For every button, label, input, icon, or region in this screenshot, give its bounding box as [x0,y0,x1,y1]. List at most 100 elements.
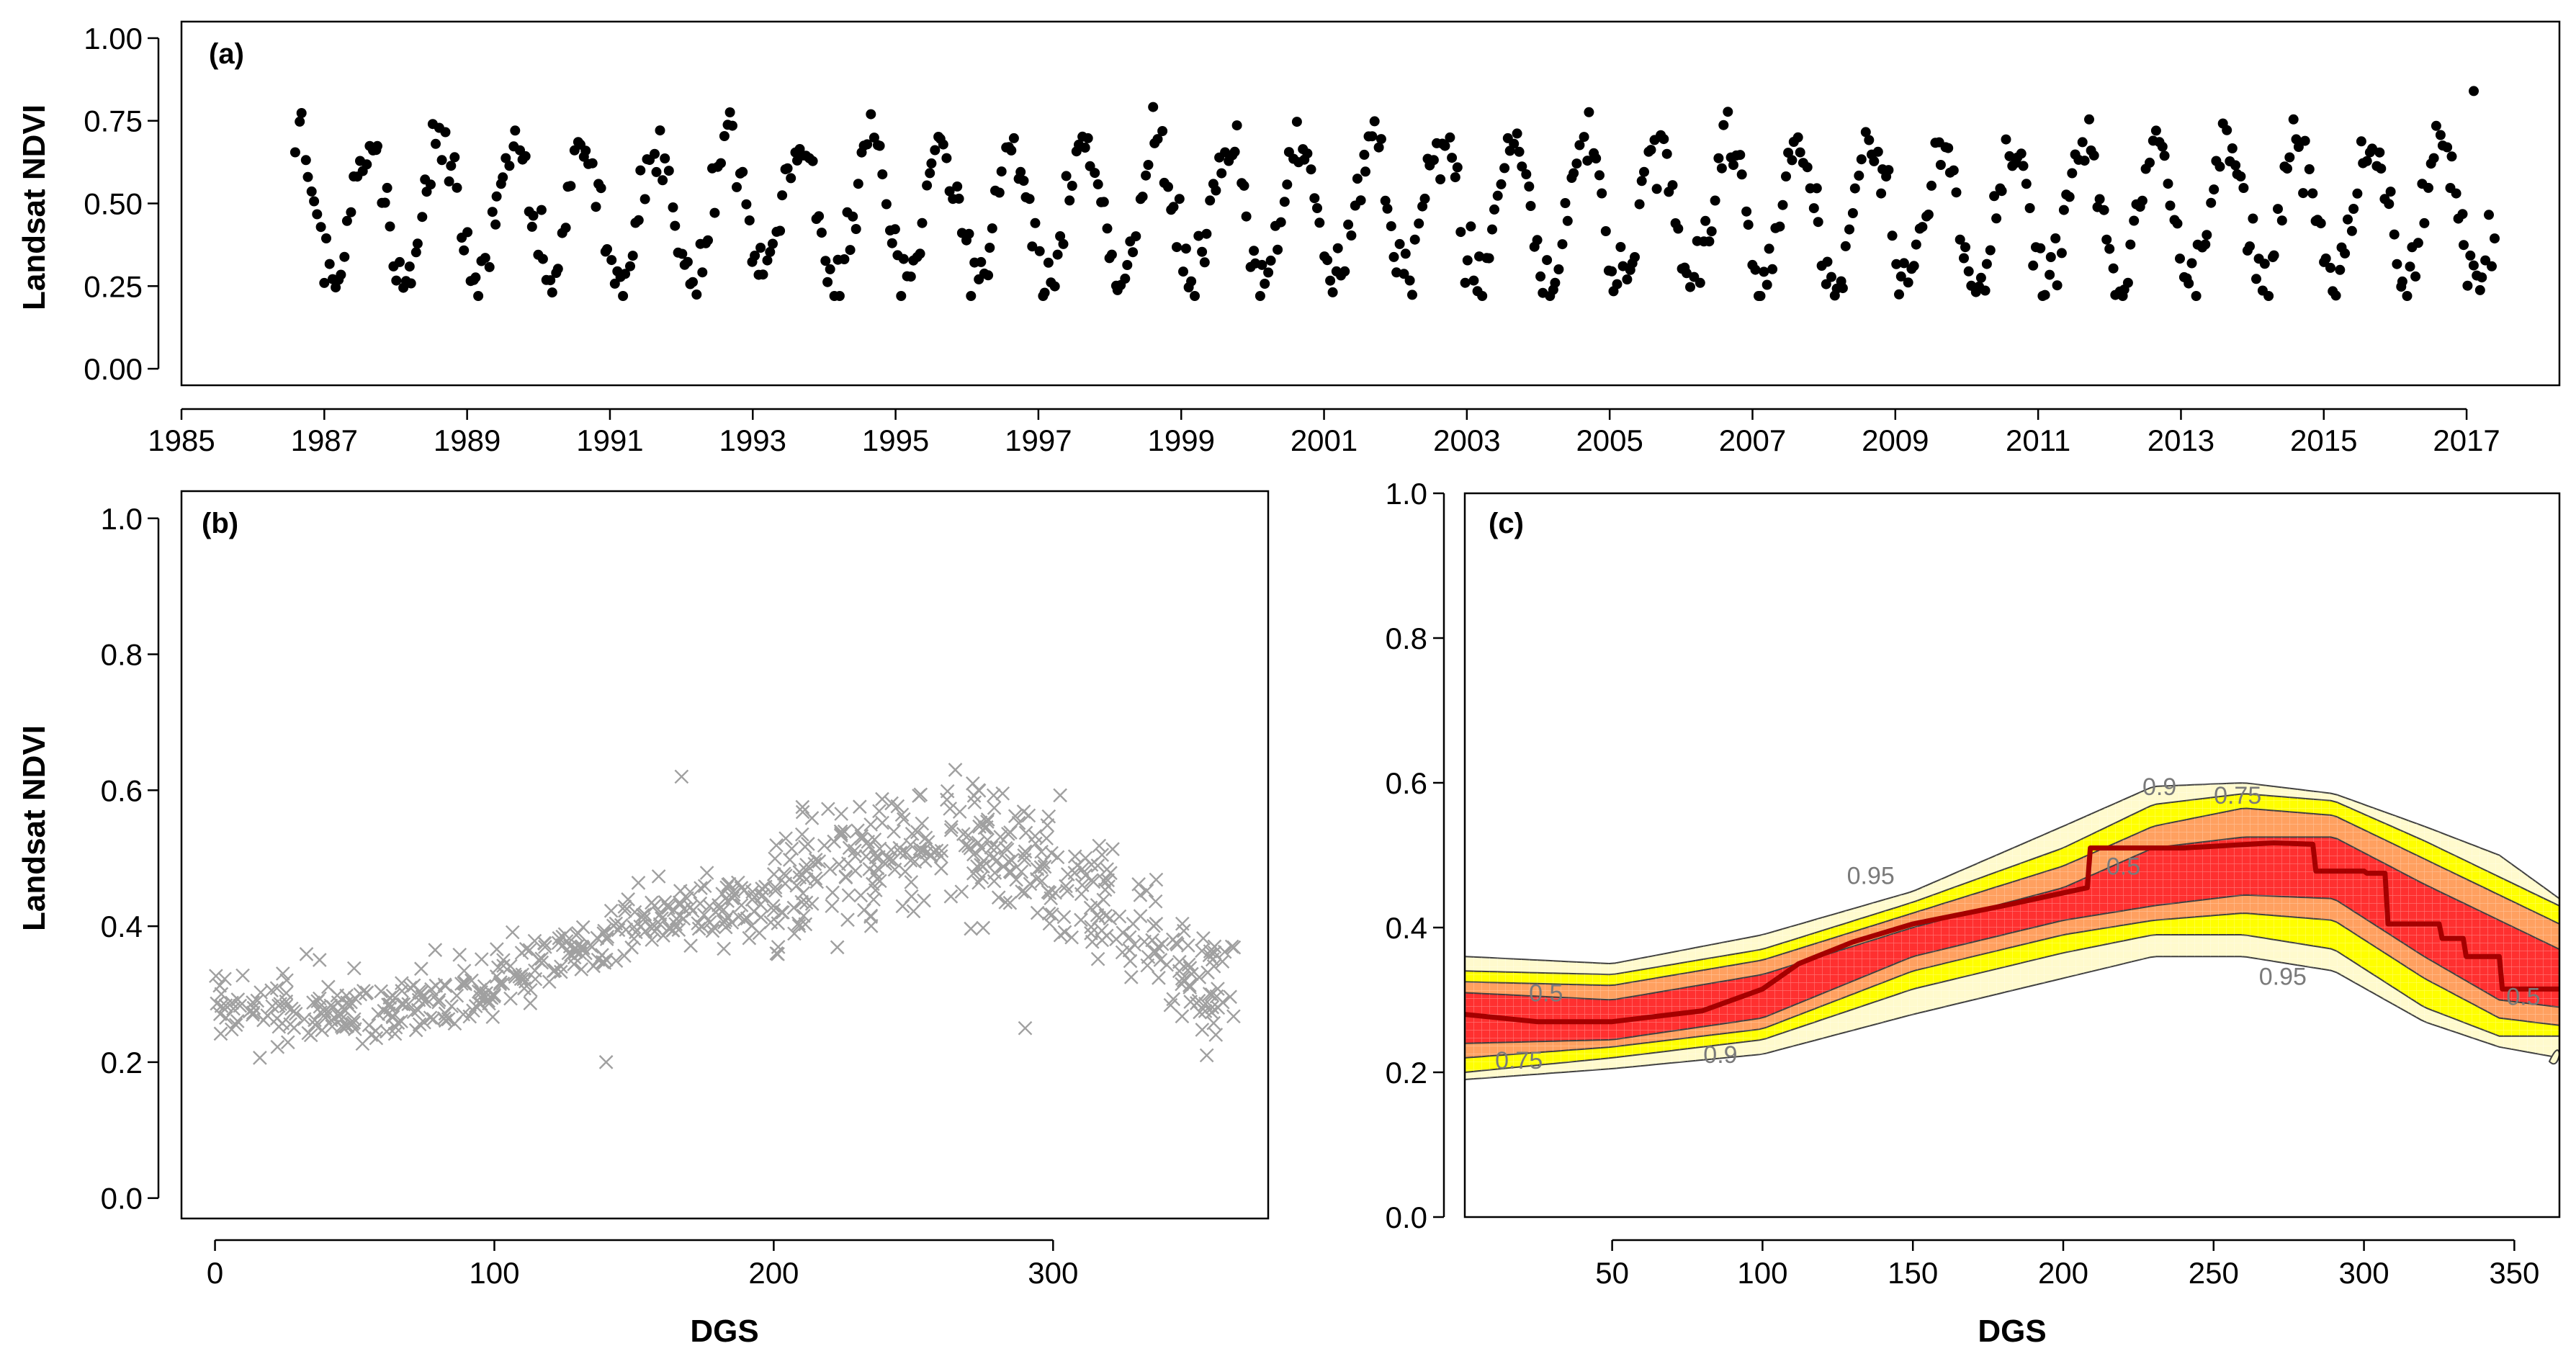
panel-b-point [769,838,784,853]
panel-a-point [1959,253,1969,264]
panel-a-x-tick-label: 1987 [291,423,358,457]
panel-a-point [2004,151,2015,161]
panel-a-point [2248,213,2258,224]
panel-a-point [1445,132,1455,143]
panel-b-point [984,840,999,855]
panel-a-point [2235,171,2246,181]
panel-a-point [336,269,346,280]
panel-b-point [426,1012,441,1026]
panel-a-point [1034,246,1045,256]
panel-a-point [490,219,501,230]
panel-a-point [1487,224,1497,235]
panel-a-x-tick-label: 2003 [1433,423,1500,457]
panel-b-point [1205,1000,1220,1015]
panel-a-point [768,238,778,249]
panel-a-point [2172,218,2183,229]
panel-b-point [696,907,712,923]
panel-b-point [1224,939,1239,954]
panel-a-x-tick-label: 2009 [1862,423,1929,457]
panel-b-point [228,1018,243,1033]
panel-a-x-tick-label: 2017 [2433,423,2500,457]
panel-b-point [943,889,959,904]
panel-b-point [1193,1005,1207,1020]
panel-c-x-tick-label: 150 [1888,1256,1938,1290]
panel-b-point [230,992,246,1007]
panel-c-contour-label: 0.9 [2142,773,2176,801]
panel-a-point [1428,155,1439,166]
panel-a-point [845,245,856,256]
panel-b-point [976,920,991,935]
panel-a-point [889,224,900,235]
panel-a-point [651,166,662,177]
panel-a-point [2352,188,2363,199]
panel-b-point [799,872,814,887]
panel-a-point [1926,180,1937,191]
panel-a-point [380,197,390,208]
panel-a-point [1864,135,1875,145]
panel-a-point [1257,259,1267,270]
panel-b-point [312,953,327,967]
panel-b-point [325,1019,339,1034]
panel-a-point [1811,183,1822,194]
panel-b-point [406,978,421,993]
panel-a-point [2462,280,2473,291]
panel-b-point [1037,859,1052,874]
panel-b-point [798,840,812,854]
panel-a-point [319,277,330,288]
panel-a-point [2304,164,2315,174]
panel-a-point [741,199,752,210]
panel-a-point [2346,225,2357,236]
panel-b-point [731,910,746,925]
panel-a-point [1659,134,1669,145]
panel-b-point [1017,848,1032,863]
panel-a-point [2469,86,2479,96]
panel-b-point [1149,945,1164,959]
panel-a-point [1417,201,1428,212]
panel-b-point [226,1001,241,1016]
panel-a-point [498,172,508,183]
panel-b-point [887,824,901,839]
panel-b-point [918,830,933,845]
panel-a-point [1903,277,1913,288]
panel-a-point [2384,199,2395,210]
panel-b-point [903,853,918,868]
panel-a-point [2374,147,2385,158]
panel-a-x-tick-label: 1997 [1005,423,1072,457]
panel-b-point [454,977,469,991]
panel-b-point [913,845,928,859]
panel-a-y-tick-label: 1.00 [84,22,143,55]
panel-a-point [2340,248,2351,259]
panel-a-point [655,125,665,136]
panel-b-point [1003,825,1018,840]
panel-a-point [2484,210,2494,220]
panel-a-point [1813,217,1823,228]
panel-a-point [944,186,955,197]
panel-a-point [2077,137,2088,148]
panel-b-point [250,993,265,1008]
panel-a-point [1594,170,1605,181]
panel-a-point [1792,132,1803,143]
panel-a-x-tick-label: 1991 [576,423,643,457]
panel-b-ylabel: Landsat NDVI [17,725,52,931]
panel-a-x-tick-label: 2007 [1719,423,1786,457]
panel-a-point [2291,134,2302,145]
panel-b-point [1042,916,1057,931]
panel-a-point [839,254,850,264]
panel-b-point [503,959,518,974]
panel-c-x-tick-label: 250 [2189,1256,2239,1290]
panel-a-point [410,247,421,258]
panel-a-point [1359,149,1370,160]
panel-a-point [1106,249,1117,260]
panel-b-point [705,923,720,938]
panel-b-point [598,1055,614,1069]
panel-b-point [346,961,362,976]
panel-a-point [1550,277,1561,288]
panel-a-point [2186,258,2197,269]
panel-a-point [2222,125,2232,135]
panel-b-point [825,885,840,900]
panel-a-point [938,139,948,150]
panel-b-point [1053,788,1067,803]
panel-b-point [771,916,786,930]
panel-b-point [444,999,459,1014]
